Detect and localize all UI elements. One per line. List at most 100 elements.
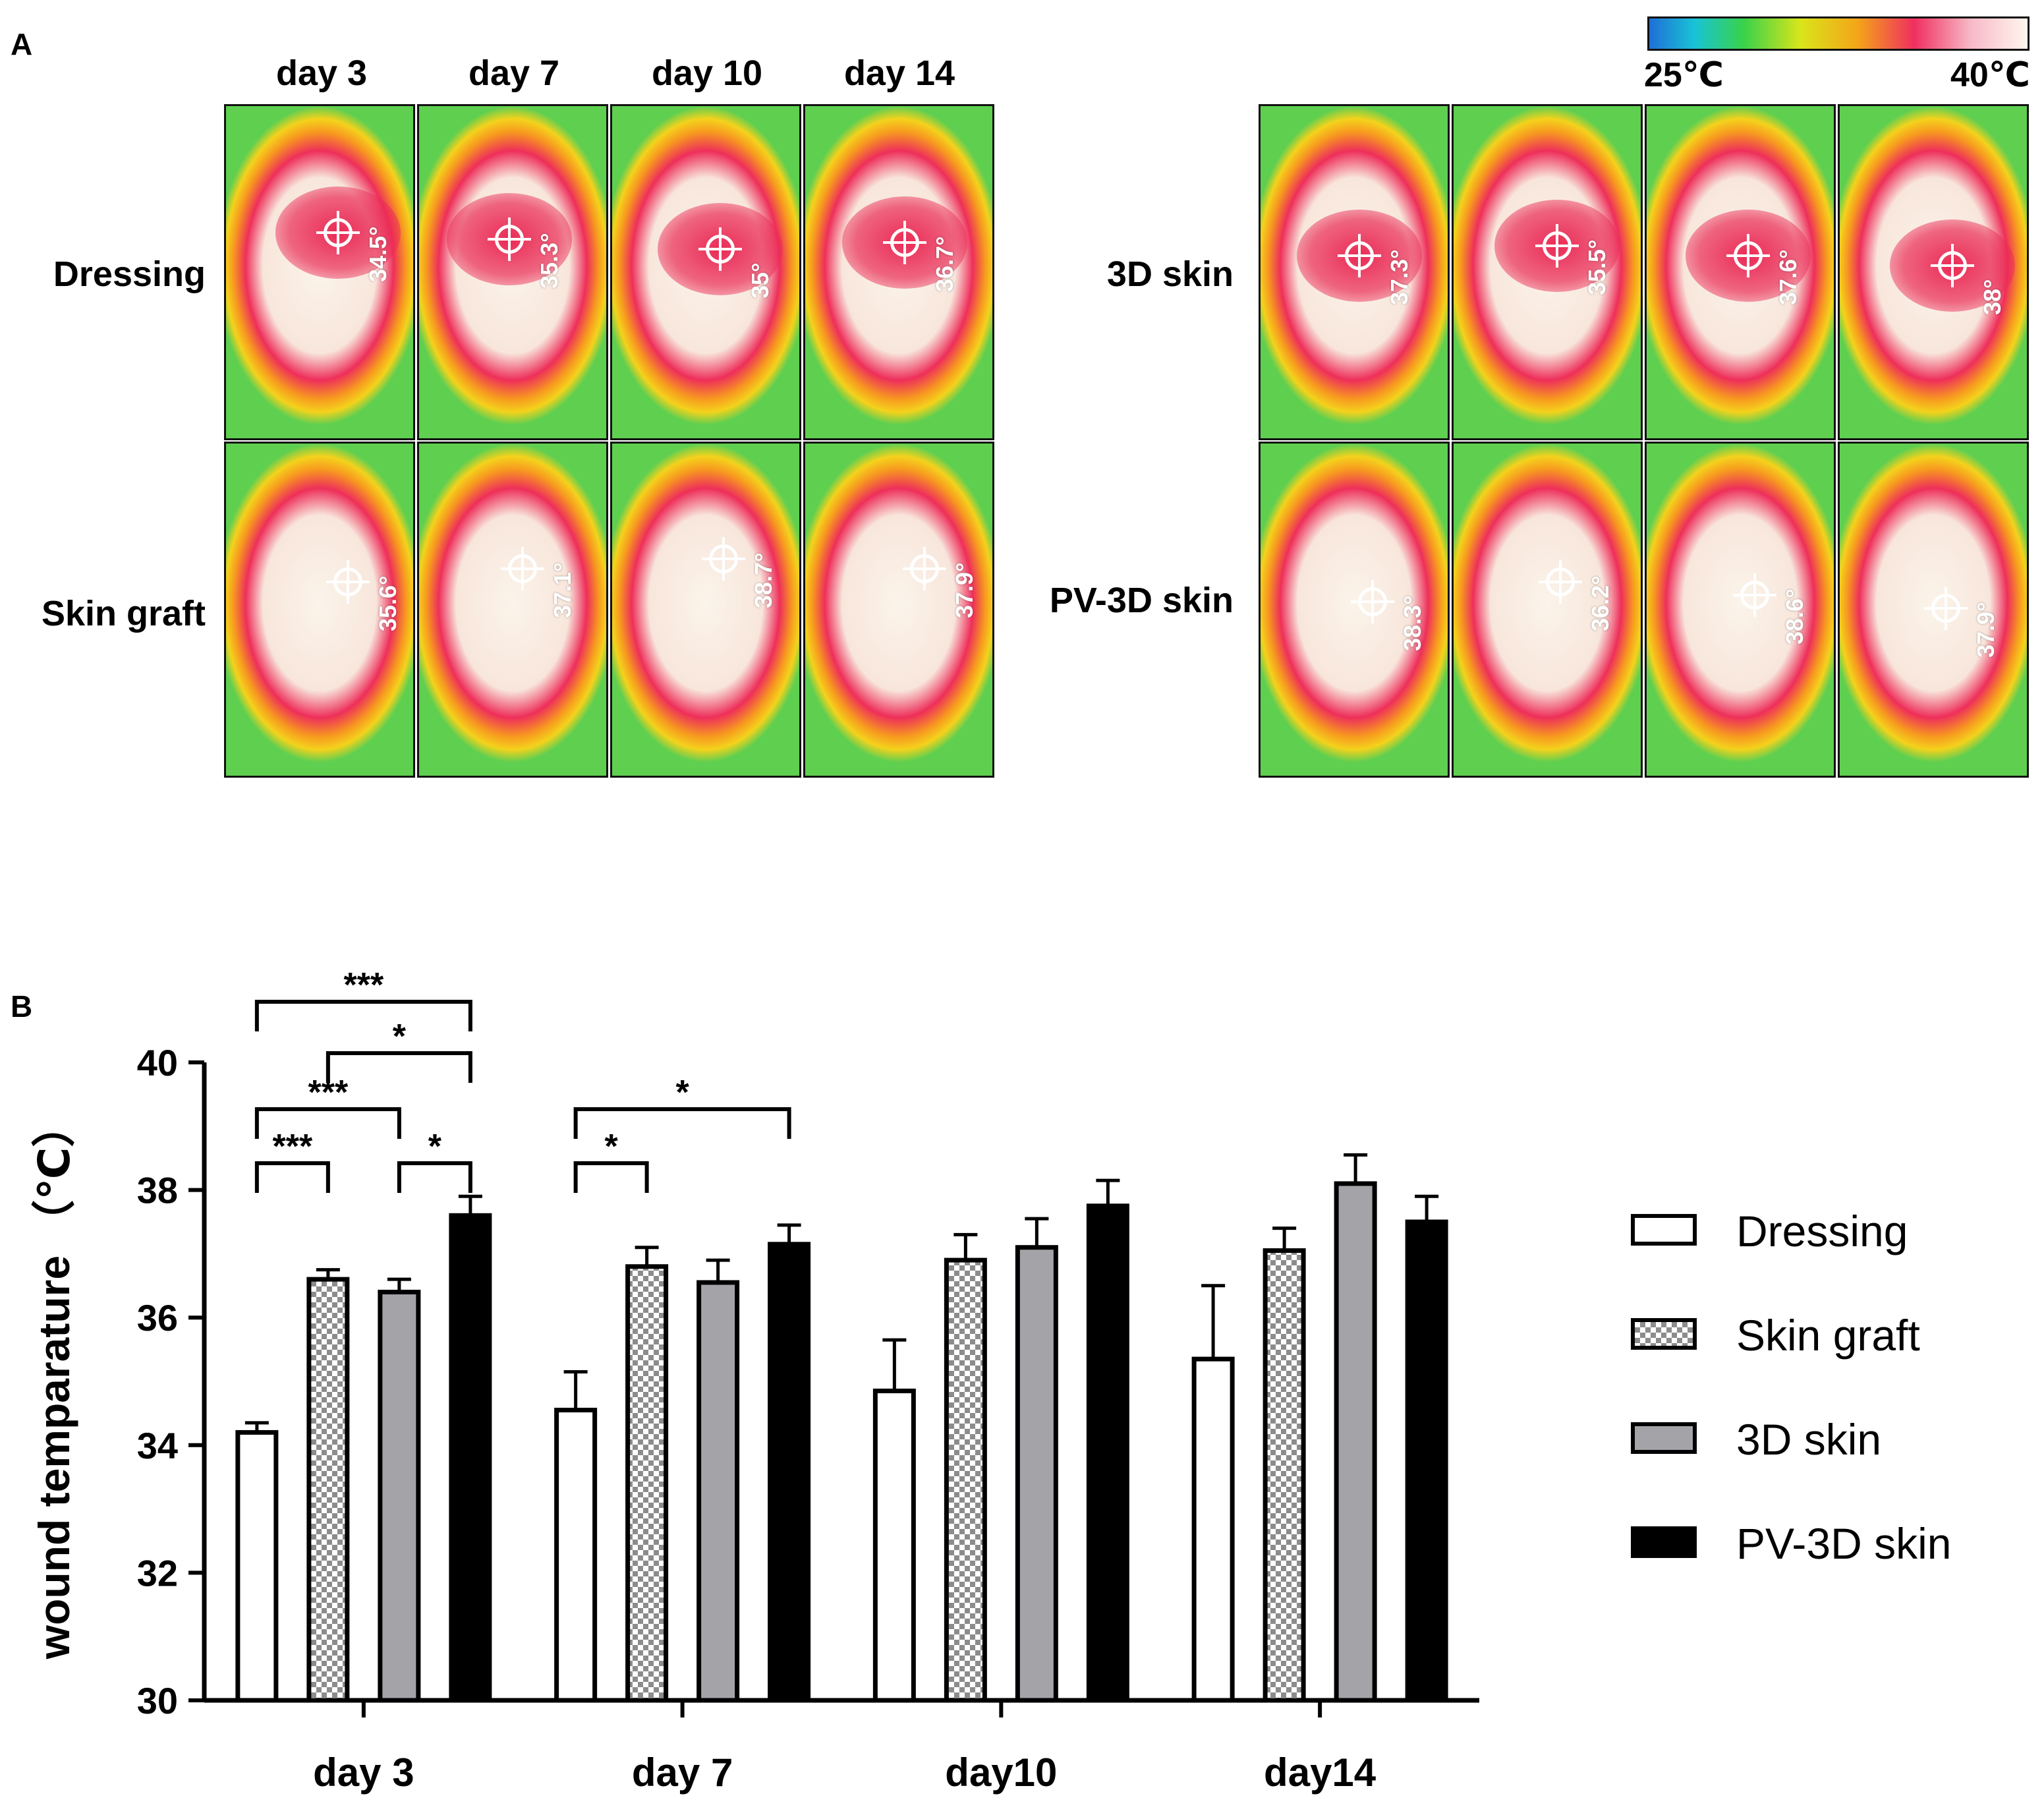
legend-swatch-3d-skin bbox=[1631, 1422, 1697, 1454]
y-tick-label: 38 bbox=[137, 1170, 178, 1211]
day-label-3: day 10 bbox=[651, 53, 763, 93]
significance-bracket bbox=[573, 1107, 791, 1139]
thermal-image-3d-skin-1: 37.3° bbox=[1259, 104, 1450, 440]
bar-3d-skin bbox=[1334, 1181, 1377, 1703]
bar-dressing bbox=[1191, 1356, 1235, 1703]
legend-swatch-dressing bbox=[1631, 1214, 1697, 1246]
y-tick-label: 36 bbox=[137, 1297, 178, 1339]
bar-pv-3d-skin bbox=[1405, 1219, 1448, 1703]
temperature-reading: 38.7° bbox=[750, 552, 777, 608]
thermal-image-pv-3d-skin-1: 38.3° bbox=[1259, 442, 1450, 778]
x-tick-label: day 7 bbox=[632, 1750, 733, 1795]
y-tick-label: 40 bbox=[137, 1042, 178, 1083]
panel-a-label: A bbox=[11, 27, 33, 61]
crosshair-icon bbox=[495, 225, 524, 254]
thermal-image-dressing-3: 35° bbox=[610, 104, 801, 440]
y-tick-label: 32 bbox=[137, 1552, 178, 1594]
crosshair-icon bbox=[1938, 251, 1967, 280]
temperature-reading: 35° bbox=[747, 262, 774, 299]
thermal-image-dressing-4: 36.7° bbox=[803, 104, 994, 440]
temperature-reading: 36.2° bbox=[1587, 575, 1614, 631]
thermal-image-pv-3d-skin-3: 38.6° bbox=[1645, 442, 1836, 778]
thermal-image-dressing-1: 34.5° bbox=[224, 104, 415, 440]
legend-label-dressing: Dressing bbox=[1736, 1207, 1908, 1255]
crosshair-icon bbox=[333, 567, 362, 596]
day-label-1: day 3 bbox=[275, 53, 368, 93]
significance-bracket bbox=[326, 1051, 472, 1083]
bar-3d-skin bbox=[1015, 1245, 1058, 1703]
bar-dressing bbox=[872, 1389, 916, 1703]
temperature-reading: 38.6° bbox=[1781, 589, 1808, 645]
thermal-image-3d-skin-2: 35.5° bbox=[1452, 104, 1643, 440]
crosshair-icon bbox=[508, 554, 537, 583]
row-label-dressing: Dressing bbox=[53, 254, 206, 294]
y-axis-title: wound temparature （℃） bbox=[30, 1104, 78, 1660]
significance-bracket bbox=[254, 1161, 330, 1193]
temperature-reading: 35.3° bbox=[536, 233, 563, 289]
thermal-image-3d-skin-4: 38° bbox=[1838, 104, 2029, 440]
temperature-reading: 35.5° bbox=[1583, 239, 1610, 295]
thermal-image-pv-3d-skin-4: 37.9° bbox=[1838, 442, 2029, 778]
significance-label: * bbox=[393, 1018, 407, 1056]
row-label-skin-graft: Skin graft bbox=[41, 594, 206, 633]
crosshair-icon bbox=[1931, 594, 1960, 623]
row-label-3d-skin: 3D skin bbox=[1106, 254, 1234, 294]
thermal-image-pv-3d-skin-2: 36.2° bbox=[1452, 442, 1643, 778]
thermal-image-skin-graft-4: 37.9° bbox=[803, 442, 994, 778]
panel-b-label: B bbox=[11, 989, 33, 1024]
significance-label: * bbox=[428, 1128, 442, 1166]
crosshair-icon bbox=[709, 544, 738, 573]
bar-dressing bbox=[554, 1408, 598, 1703]
bar-skin-graft bbox=[306, 1277, 350, 1703]
temperature-reading: 35.6° bbox=[374, 575, 401, 631]
crosshair-icon bbox=[1546, 567, 1575, 596]
temperature-reading: 37.1° bbox=[549, 562, 576, 618]
bar-3d-skin bbox=[378, 1289, 421, 1703]
thermal-image-3d-skin-3: 37.6° bbox=[1645, 104, 1836, 440]
bar-skin-graft bbox=[625, 1264, 669, 1703]
significance-bracket bbox=[397, 1161, 472, 1193]
bar-skin-graft bbox=[944, 1257, 987, 1703]
significance-label: * bbox=[676, 1074, 690, 1112]
significance-label: *** bbox=[308, 1074, 349, 1112]
x-tick-label: day 3 bbox=[313, 1750, 414, 1795]
bar-pv-3d-skin bbox=[449, 1213, 492, 1703]
day-label-4: day 14 bbox=[843, 53, 955, 93]
bar-3d-skin bbox=[696, 1280, 740, 1703]
temperature-reading: 37.9° bbox=[1972, 602, 1999, 658]
significance-bracket bbox=[254, 1000, 472, 1031]
bar-skin-graft bbox=[1263, 1248, 1306, 1703]
temperature-reading: 37.3° bbox=[1386, 249, 1413, 305]
crosshair-icon bbox=[1358, 587, 1387, 616]
temperature-reading: 38° bbox=[1979, 279, 2006, 315]
thermal-image-skin-graft-2: 37.1° bbox=[417, 442, 608, 778]
crosshair-icon bbox=[910, 554, 939, 583]
temperature-reading: 37.9° bbox=[951, 562, 978, 618]
crosshair-icon bbox=[1543, 231, 1572, 260]
significance-label: * bbox=[605, 1128, 619, 1166]
crosshair-icon bbox=[1734, 241, 1763, 270]
crosshair-icon bbox=[1345, 241, 1374, 270]
row-label-pv-3d-skin: PV-3D skin bbox=[1049, 581, 1234, 620]
y-tick-label: 34 bbox=[137, 1425, 178, 1466]
day-label-2: day 7 bbox=[468, 53, 560, 93]
legend-label-skin-graft: Skin graft bbox=[1736, 1311, 1920, 1360]
temperature-reading: 37.6° bbox=[1774, 249, 1802, 305]
crosshair-icon bbox=[324, 218, 353, 247]
thermal-image-skin-graft-1: 35.6° bbox=[224, 442, 415, 778]
thermal-image-dressing-2: 35.3° bbox=[417, 104, 608, 440]
crosshair-icon bbox=[706, 235, 735, 264]
bar-dressing bbox=[235, 1429, 279, 1703]
legend-swatch-skin-graft bbox=[1631, 1318, 1697, 1350]
significance-label: *** bbox=[273, 1128, 313, 1166]
crosshair-icon bbox=[1740, 581, 1769, 610]
bar-pv-3d-skin bbox=[768, 1242, 811, 1703]
bar-pv-3d-skin bbox=[1086, 1203, 1129, 1703]
colorbar-min-label: 25℃ bbox=[1644, 56, 1724, 94]
thermal-image-skin-graft-3: 38.7° bbox=[610, 442, 801, 778]
temperature-reading: 34.5° bbox=[364, 226, 391, 282]
temperature-reading: 38.3° bbox=[1399, 595, 1426, 651]
x-tick-label: day10 bbox=[945, 1750, 1057, 1795]
legend-label-3d-skin: 3D skin bbox=[1736, 1415, 1882, 1464]
